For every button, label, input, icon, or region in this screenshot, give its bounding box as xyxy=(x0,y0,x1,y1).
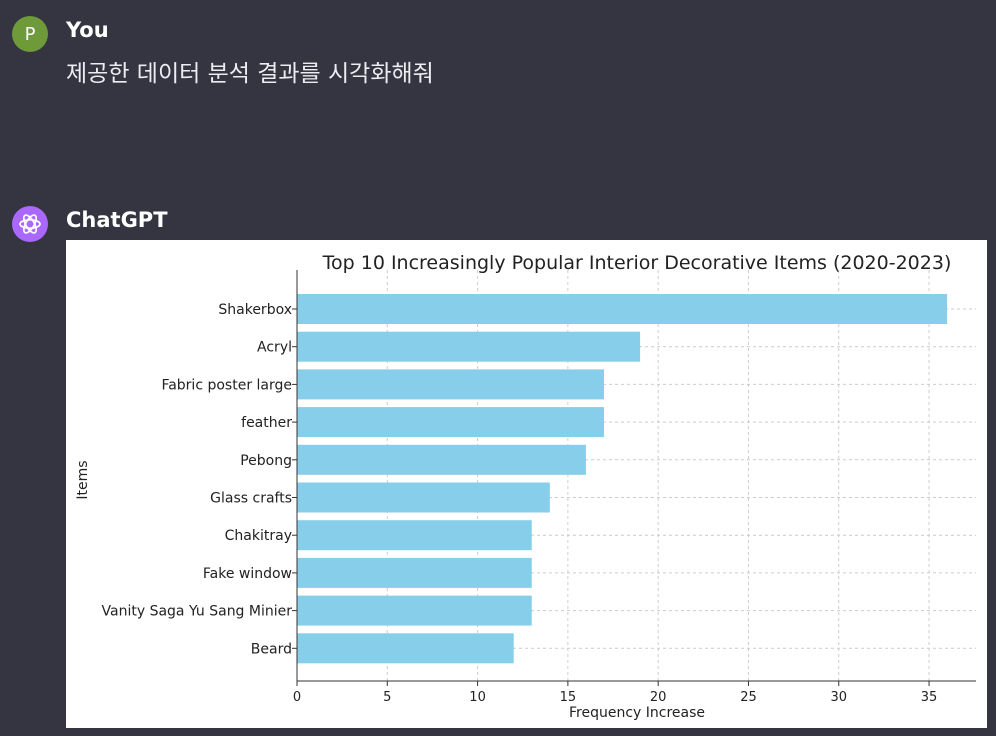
x-tick-label: 35 xyxy=(921,690,938,705)
category-label: Beard xyxy=(251,641,292,657)
chart-title: Top 10 Increasingly Popular Interior Dec… xyxy=(322,252,952,274)
bar-acryl xyxy=(297,331,641,362)
bar-feather xyxy=(297,407,604,438)
category-label: Fake window xyxy=(203,566,292,582)
category-label: Pebong xyxy=(240,453,292,469)
bar-beard xyxy=(297,633,514,664)
x-tick-label: 25 xyxy=(740,690,757,705)
category-label: feather xyxy=(241,415,292,431)
category-label: Vanity Saga Yu Sang Minier xyxy=(102,604,293,620)
y-axis-label: Items xyxy=(75,460,91,499)
bar-pebong xyxy=(297,444,586,475)
bar-chakitray xyxy=(297,520,532,551)
category-label: Fabric poster large xyxy=(161,377,292,393)
x-tick-label: 10 xyxy=(469,690,486,705)
x-tick-label: 30 xyxy=(830,690,847,705)
bar-glass-crafts xyxy=(297,482,550,513)
category-label: Acryl xyxy=(257,340,292,356)
category-label: Chakitray xyxy=(225,528,292,544)
bar-shakerbox xyxy=(297,294,948,324)
x-tick-label: 0 xyxy=(293,690,301,705)
assistant-author-name: ChatGPT xyxy=(66,208,168,232)
bar-fabric-poster-large xyxy=(297,369,604,400)
x-tick-label: 15 xyxy=(560,690,577,705)
user-avatar-letter: P xyxy=(24,23,36,45)
openai-logo-icon xyxy=(19,214,41,234)
user-message: 제공한 데이터 분석 결과를 시각화해줘 xyxy=(66,61,434,87)
bar-vanity-saga-yu-sang-minier xyxy=(297,595,532,626)
assistant-avatar xyxy=(12,206,48,242)
user-author-name: You xyxy=(66,18,109,42)
category-label: Glass crafts xyxy=(210,491,292,507)
category-label: Shakerbox xyxy=(218,302,292,318)
x-tick-label: 20 xyxy=(650,690,667,705)
user-avatar: P xyxy=(12,16,48,52)
x-tick-label: 5 xyxy=(383,690,391,705)
bar-chart: 0 5 10 15 20 25 30 35 Shakerbox Acryl Fabric poste… xyxy=(75,252,976,721)
chart-panel: 0 5 10 15 20 25 30 35 Shakerbox Acryl Fabric poste… xyxy=(66,240,987,728)
x-axis-label: Frequency Increase xyxy=(569,705,705,721)
bar-fake-window xyxy=(297,557,532,588)
